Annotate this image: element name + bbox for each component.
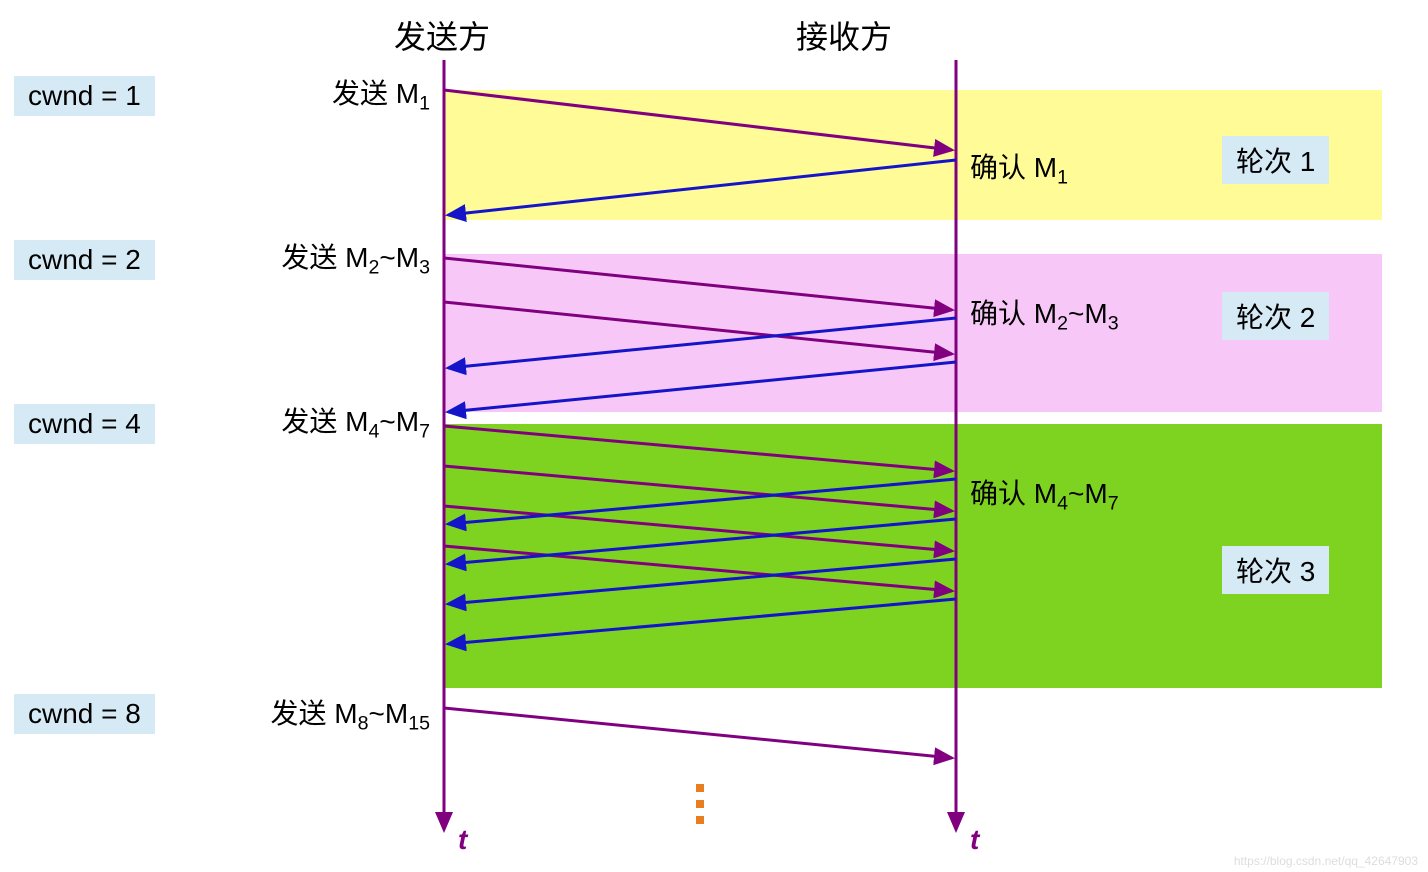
send-label-1: 发送 M1 — [332, 72, 430, 116]
axis-t-right: t — [970, 824, 979, 856]
ack-label-2: 确认 M2~M3 — [970, 292, 1119, 336]
send-label-2: 发送 M2~M3 — [281, 236, 430, 280]
axis-t-left: t — [458, 824, 467, 856]
ellipsis-dot-1 — [696, 800, 704, 808]
cwnd-box-4: cwnd = 8 — [14, 694, 155, 734]
ellipsis-dot-2 — [696, 816, 704, 824]
sequence-diagram — [0, 0, 1428, 872]
cwnd-box-2: cwnd = 2 — [14, 240, 155, 280]
ellipsis-dot-0 — [696, 784, 704, 792]
cwnd-box-1: cwnd = 1 — [14, 76, 155, 116]
round-box-1: 轮次 1 — [1222, 136, 1329, 184]
receiver-header: 接收方 — [796, 12, 892, 58]
ack-label-3: 确认 M4~M7 — [970, 472, 1119, 516]
watermark: https://blog.csdn.net/qq_42647903 — [1234, 854, 1418, 868]
round-box-2: 轮次 2 — [1222, 292, 1329, 340]
sender-header: 发送方 — [394, 12, 490, 58]
round-box-3: 轮次 3 — [1222, 546, 1329, 594]
cwnd-box-3: cwnd = 4 — [14, 404, 155, 444]
send-label-3: 发送 M4~M7 — [281, 400, 430, 444]
send-arrow-r4-0 — [444, 708, 952, 758]
send-label-4: 发送 M8~M15 — [271, 692, 431, 736]
ack-label-1: 确认 M1 — [970, 146, 1068, 190]
